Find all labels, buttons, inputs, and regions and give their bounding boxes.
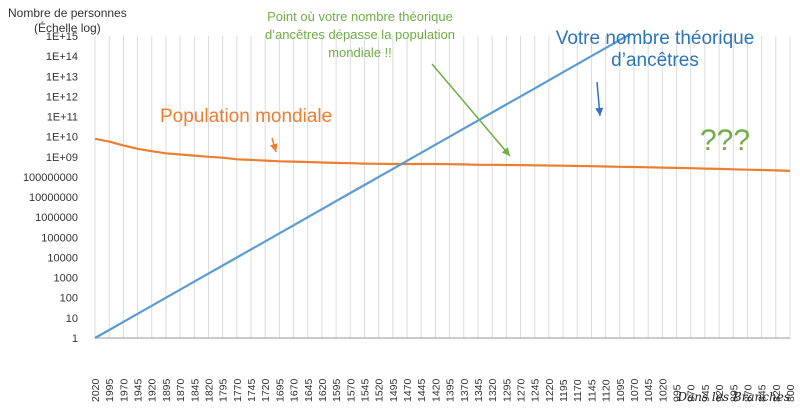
y-tick-label: 100000000 [23, 172, 78, 184]
x-tick-label: 1095 [615, 378, 627, 402]
y-axis-title-line2: (Échelle log) [34, 21, 101, 35]
annotation-ancetres-line2: d’ancêtres [611, 50, 699, 71]
x-tick-label: 1745 [246, 378, 258, 402]
x-tick-label: 1370 [459, 378, 471, 402]
x-tick-label: 1620 [317, 378, 329, 402]
x-tick-label: 1120 [601, 379, 613, 402]
x-tick-label: 1295 [501, 378, 513, 402]
x-tick-label: 1570 [345, 378, 357, 402]
x-tick-label: 1220 [544, 378, 556, 402]
y-tick-label: 1000 [54, 273, 78, 285]
x-tick-label: 1670 [289, 378, 301, 402]
x-tick-label: 1320 [487, 378, 499, 402]
x-tick-label: 1795 [218, 378, 230, 402]
x-tick-label: 870 [742, 384, 754, 402]
y-tick-label: 1E+13 [46, 71, 78, 83]
x-tick-label: 1395 [445, 378, 457, 402]
x-tick-label: 845 [757, 384, 769, 402]
y-tick-label: 1000000 [35, 212, 78, 224]
x-tick-label: 1545 [359, 378, 371, 402]
x-tick-label: 1495 [388, 378, 400, 402]
x-tick-label: 1020 [657, 378, 669, 402]
y-tick-label: 1E+15 [46, 31, 78, 43]
x-tick-label: 1145 [586, 379, 598, 402]
arrow-ancetres-head [595, 107, 604, 116]
annotation-ancetres: Votre nombre théorique d’ancêtres [535, 28, 775, 72]
annotation-crossover-line3: mondiale !! [328, 45, 392, 60]
x-tick-label: 1995 [104, 378, 116, 402]
annotation-question-marks: ??? [700, 124, 751, 157]
y-tick-label: 1 [72, 333, 78, 345]
y-tick-label: 1E+10 [46, 132, 78, 144]
annotation-ancetres-line1: Votre nombre théorique [555, 28, 755, 49]
series-line-population [94, 137, 791, 172]
x-tick-label: 970 [686, 384, 698, 402]
x-tick-label: 1520 [374, 378, 386, 402]
arrow-crossover [431, 63, 511, 157]
x-tick-label: 1945 [133, 378, 145, 402]
y-tick-label: 10 [66, 313, 78, 325]
annotation-crossover-line1: Point où votre nombre théorique [267, 9, 453, 24]
y-tick-label: 10000 [47, 252, 78, 264]
x-tick-label: 1420 [430, 378, 442, 402]
arrow-crossover-head [501, 147, 510, 156]
annotation-crossover-line2: d’ancêtres dépasse la population [264, 27, 456, 42]
x-tick-label: 1045 [643, 378, 655, 402]
x-tick-label: 1345 [473, 378, 485, 402]
x-tick-label: 1845 [189, 378, 201, 402]
x-tick-label: 1245 [530, 378, 542, 402]
y-tick-label: 1E+09 [46, 152, 78, 164]
x-tick-label: 1470 [402, 378, 414, 402]
annotation-population-mondiale: Population mondiale [160, 106, 333, 127]
x-tick-label: 920 [714, 384, 726, 402]
x-tick-label: 1970 [118, 378, 130, 402]
series-line-ancetres [94, 33, 631, 339]
y-tick-label: 10000000 [29, 192, 78, 204]
x-tick-label: 1820 [203, 378, 215, 402]
y-tick-label: 1E+12 [46, 91, 78, 103]
x-tick-label: 800 [785, 384, 797, 402]
x-tick-label: 820 [771, 384, 783, 402]
x-tick-label: 1720 [260, 378, 272, 402]
y-tick-label: 1E+14 [46, 51, 78, 63]
annotation-crossover-point: Point où votre nombre théorique d’ancêtr… [230, 8, 490, 62]
x-tick-label: 1170 [572, 379, 584, 402]
y-axis-title-line1: Nombre de personnes [8, 6, 127, 20]
y-tick-label: 100000 [41, 232, 78, 244]
y-tick-label: 1E+11 [47, 112, 78, 124]
x-tick-label: 995 [672, 384, 684, 402]
x-tick-label: 1895 [161, 378, 173, 402]
x-tick-label: 1870 [175, 378, 187, 402]
x-tick-label: 2020 [90, 378, 102, 402]
x-tick-label: 945 [700, 384, 712, 402]
x-tick-label: 1770 [232, 378, 244, 402]
x-tick-label: 1195 [558, 379, 570, 402]
x-tick-label: 1645 [303, 378, 315, 402]
x-tick-label: 1070 [629, 378, 641, 402]
y-axis-title: Nombre de personnes (Échelle log) [8, 6, 127, 36]
x-tick-label: 1270 [516, 378, 528, 402]
x-tick-label: 1920 [147, 378, 159, 402]
x-tick-label: 1595 [331, 378, 343, 402]
signature-logo: Dans les Branches [677, 390, 790, 404]
x-tick-label: 1445 [416, 378, 428, 402]
arrow-population-head [269, 143, 278, 152]
y-tick-label: 100 [60, 293, 78, 305]
x-tick-label: 895 [728, 384, 740, 402]
x-tick-label: 1695 [274, 378, 286, 402]
